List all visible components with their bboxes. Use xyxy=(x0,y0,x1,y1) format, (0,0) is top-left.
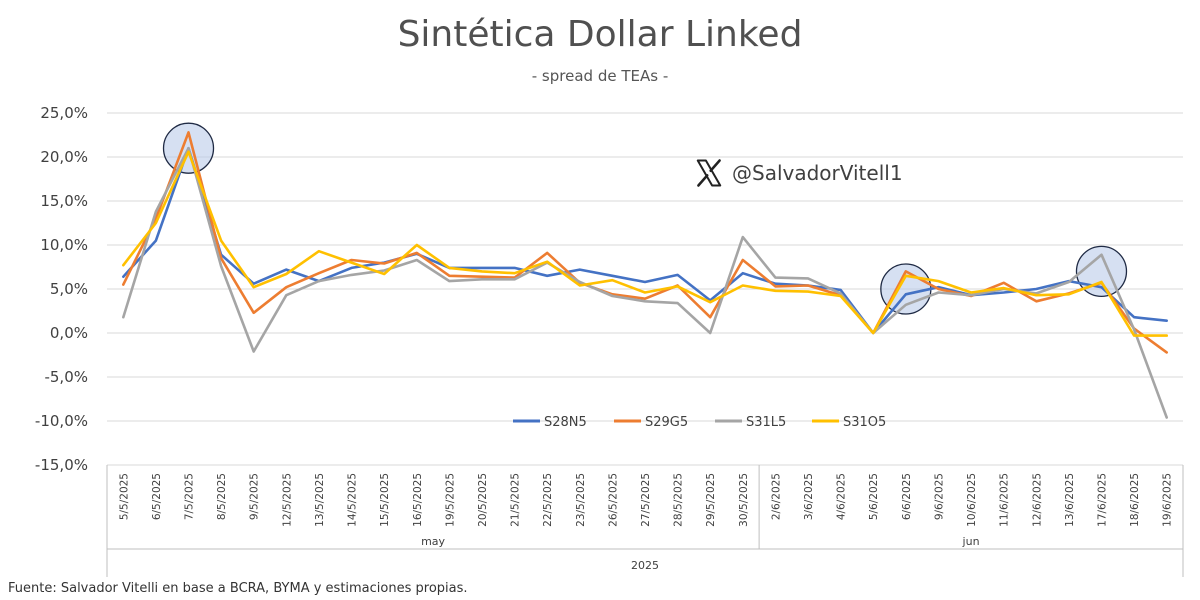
series-line-S31O5 xyxy=(122,150,1168,337)
x-tick-label: 17/6/2025 xyxy=(1097,473,1109,527)
x-tick-label: 7/5/2025 xyxy=(184,473,196,520)
x-tick-label: 20/5/2025 xyxy=(477,473,489,527)
legend-label-S29G5: S29G5 xyxy=(645,415,688,430)
x-tick-label: 21/5/2025 xyxy=(510,473,522,527)
x-tick-label: 6/5/2025 xyxy=(151,473,163,520)
x-tick-label: 26/5/2025 xyxy=(607,473,619,527)
y-tick-label: 0,0% xyxy=(50,324,88,342)
x-axis: 5/5/2025 6/5/2025 7/5/2025 8/5/2025 9/5/2025… xyxy=(106,465,1184,577)
x-tick-label: 9/5/2025 xyxy=(249,473,261,520)
y-tick-label: 5,0% xyxy=(50,280,88,298)
chart-title: Sintética Dollar Linked xyxy=(397,14,803,55)
group-label-jun: jun xyxy=(962,535,980,548)
x-tick-label: 10/6/2025 xyxy=(966,473,978,527)
x-tick-label: 4/6/2025 xyxy=(836,473,848,520)
series-line-S31L5 xyxy=(122,146,1168,419)
x-tick-label: 18/6/2025 xyxy=(1129,473,1141,527)
x-tick-label: 23/5/2025 xyxy=(575,473,587,527)
x-tick-label: 27/5/2025 xyxy=(640,473,652,527)
x-tick-label: 16/5/2025 xyxy=(412,473,424,527)
x-tick-label: 13/6/2025 xyxy=(1064,473,1076,527)
x-tick-label: 6/6/2025 xyxy=(901,473,913,520)
y-tick-label: -5,0% xyxy=(44,368,88,386)
legend-label-S31O5: S31O5 xyxy=(843,415,886,430)
watermark-handle: @SalvadorVitell1 xyxy=(732,161,903,185)
y-tick-label: 10,0% xyxy=(40,236,88,254)
legend-label-S28N5: S28N5 xyxy=(544,415,587,430)
year-label: 2025 xyxy=(631,559,659,572)
legend: S28N5 S29G5 S31L5 S31O5 xyxy=(513,415,886,430)
x-tick-label: 13/5/2025 xyxy=(314,473,326,527)
series-line-S28N5 xyxy=(122,146,1168,335)
gridlines xyxy=(107,112,1183,466)
y-tick-label: 20,0% xyxy=(40,148,88,166)
x-tick-label: 14/5/2025 xyxy=(347,473,359,527)
x-tick-label: 19/6/2025 xyxy=(1162,473,1174,527)
x-tick-label: 5/5/2025 xyxy=(118,473,130,520)
x-tick-label: 19/5/2025 xyxy=(444,473,456,527)
x-tick-label: 12/5/2025 xyxy=(281,473,293,527)
x-tick-label: 30/5/2025 xyxy=(738,473,750,527)
chart-subtitle: - spread de TEAs - xyxy=(531,67,669,85)
x-tick-label: 28/5/2025 xyxy=(673,473,685,527)
x-logo-icon xyxy=(696,159,722,187)
x-tick-label: 2/6/2025 xyxy=(770,473,782,520)
y-tick-label: -15,0% xyxy=(35,456,88,474)
y-axis-ticks: 25,0% 20,0% 15,0% 10,0% 5,0% 0,0% -5,0% -10,0% -… xyxy=(35,104,88,474)
watermark: @SalvadorVitell1 xyxy=(694,156,903,190)
x-tick-label: 22/5/2025 xyxy=(542,473,554,527)
x-tick-label: 8/5/2025 xyxy=(216,473,228,520)
x-tick-label: 29/5/2025 xyxy=(705,473,717,527)
y-tick-label: -10,0% xyxy=(35,412,88,430)
y-tick-label: 25,0% xyxy=(40,104,88,122)
x-tick-label: 12/6/2025 xyxy=(1031,473,1043,527)
series-lines xyxy=(122,131,1168,419)
group-label-may: may xyxy=(421,535,445,548)
x-tick-label: 9/6/2025 xyxy=(934,473,946,520)
legend-label-S31L5: S31L5 xyxy=(746,415,786,430)
y-tick-label: 15,0% xyxy=(40,192,88,210)
x-tick-label: 5/6/2025 xyxy=(868,473,880,520)
source-note: Fuente: Salvador Vitelli en base a BCRA,… xyxy=(8,581,468,596)
series-line-S29G5 xyxy=(122,131,1168,354)
x-tick-label: 3/6/2025 xyxy=(803,473,815,520)
x-tick-label: 11/6/2025 xyxy=(999,473,1011,527)
x-tick-label: 15/5/2025 xyxy=(379,473,391,527)
